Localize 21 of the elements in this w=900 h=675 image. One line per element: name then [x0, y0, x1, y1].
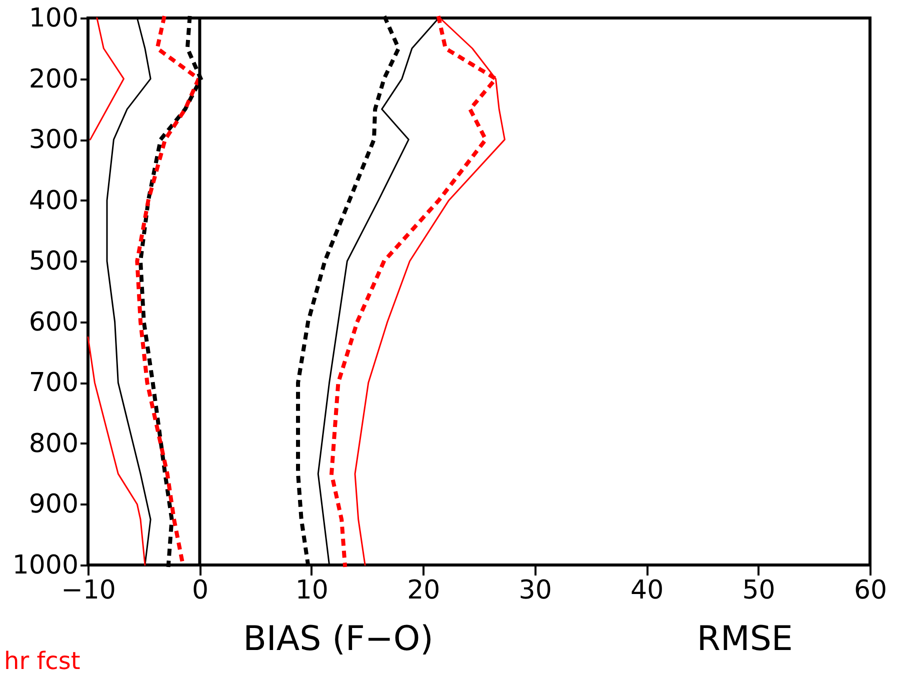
- y-tick-label: 300: [28, 125, 78, 156]
- x-tick-label: 50: [742, 576, 776, 606]
- x-tick-label: 10: [295, 576, 328, 606]
- text: RMSE: [696, 619, 793, 659]
- text: hr fcst: [4, 647, 80, 675]
- text: BIAS (F−O): [243, 619, 434, 659]
- x-tick-label: 30: [518, 576, 552, 606]
- line-series: [87, 336, 146, 566]
- y-tick-label: 900: [28, 490, 78, 520]
- y-tick-label: 500: [28, 246, 78, 277]
- x-tick-label: 20: [407, 576, 440, 606]
- x-tick-label: 40: [630, 576, 664, 606]
- y-tick-label: 600: [28, 307, 78, 338]
- x-tick-label: 60: [854, 576, 888, 606]
- y-tick-label: 400: [28, 186, 78, 216]
- line-series: [89, 17, 124, 140]
- y-tick-label: 800: [28, 428, 78, 459]
- x-tick-label: 0: [192, 576, 208, 606]
- y-tick-label: 100: [28, 4, 78, 34]
- y-tick-label: 700: [28, 368, 78, 398]
- y-tick-label: 200: [28, 64, 78, 94]
